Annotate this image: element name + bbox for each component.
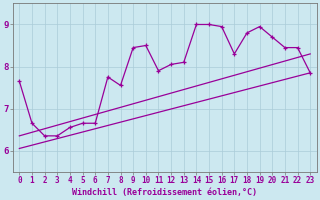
X-axis label: Windchill (Refroidissement éolien,°C): Windchill (Refroidissement éolien,°C) xyxy=(72,188,257,197)
